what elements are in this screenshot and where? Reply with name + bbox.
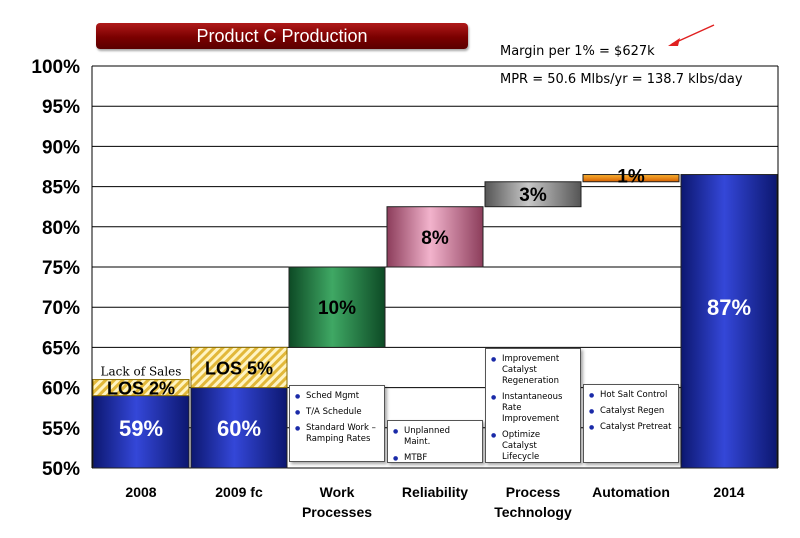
x-tick-label: Technology [494,504,572,520]
lack-of-sales-label: Lack of Sales [101,365,182,379]
mpr-annotation: MPR = 50.6 Mlbs/yr = 138.7 klbs/day [500,72,743,87]
initiative-item: Standard Work – Ramping Rates [295,423,380,445]
y-tick-label: 80% [42,218,80,239]
initiative-item: Hot Salt Control [589,390,674,401]
margin-annotation: Margin per 1% = $627k [500,44,655,59]
initiative-box: Unplanned Maint. MTBF [387,420,483,464]
bar-value-label: 8% [421,228,449,249]
y-axis: 50% 55% 60% 65% 70% 75% 80% 85% 90% 95% 100% [31,57,779,480]
bar-step [484,181,582,208]
initiative-item: Improvement Catalyst Regeneration [491,354,576,387]
y-tick-label: 60% [42,379,80,400]
bar-los [92,379,190,397]
x-tick-label: Reliability [402,484,468,500]
bar-value-label: LOS 2% [107,379,175,399]
y-tick-label: 70% [42,298,80,319]
bar-step [582,174,680,183]
initiative-item: Catalyst Regen [589,406,674,417]
initiative-box: Improvement Catalyst Regeneration Instant… [485,348,581,463]
x-axis-labels: 2008 2009 fc Work Processes Reliability Proce… [125,484,744,520]
y-tick-label: 90% [42,137,80,158]
initiative-item: Catalyst Pretreat [589,422,674,433]
initiative-item: Unplanned Maint. [393,426,478,448]
initiative-item: Sched Mgmt [295,391,380,402]
bar-los [190,346,288,389]
y-tick-label: 95% [42,97,80,118]
x-tick-label: Work [320,484,355,500]
x-tick-label: Automation [592,484,670,500]
y-tick-label: 85% [42,178,80,199]
bar-value-label: 87% [707,295,751,320]
initiative-box: Hot Salt Control Catalyst Regen Catalyst P… [583,384,679,463]
bar-value-label: 3% [519,185,547,206]
y-tick-label: 55% [42,419,80,440]
annotation-arrow [668,24,715,46]
initiative-item: MTBF [393,453,478,464]
x-tick-label: 2014 [713,484,744,500]
bars: 59% LOS 2% 60% LOS 5% 10% 8% 3% 1% 87% Lack of Sa… [92,167,778,469]
initiative-item: Optimize Catalyst Lifecycle [491,430,576,463]
x-tick-label: Processes [302,504,372,520]
initiative-item: Instantaneous Rate Improvement [491,392,576,425]
y-tick-label: 65% [42,338,80,359]
bar-total [92,395,190,469]
bar-value-label: 1% [617,167,645,188]
y-tick-label: 75% [42,258,80,279]
y-tick-label: 100% [31,57,80,78]
chart-title: Product C Production [96,23,468,49]
bar-value-label: 60% [217,416,261,441]
bar-total [190,387,288,469]
y-tick-label: 50% [42,459,80,480]
bar-step [386,206,484,268]
bar-step [288,266,386,348]
x-tick-label: 2008 [125,484,156,500]
bar-value-label: LOS 5% [205,359,273,379]
bar-value-label: 10% [318,298,356,319]
x-tick-label: Process [506,484,561,500]
x-tick-label: 2009 fc [215,484,263,500]
initiative-item: T/A Schedule [295,407,380,418]
bar-total [680,174,778,469]
bar-value-label: 59% [119,416,163,441]
initiative-box: Sched Mgmt T/A Schedule Standard Work – Ra… [289,385,385,462]
